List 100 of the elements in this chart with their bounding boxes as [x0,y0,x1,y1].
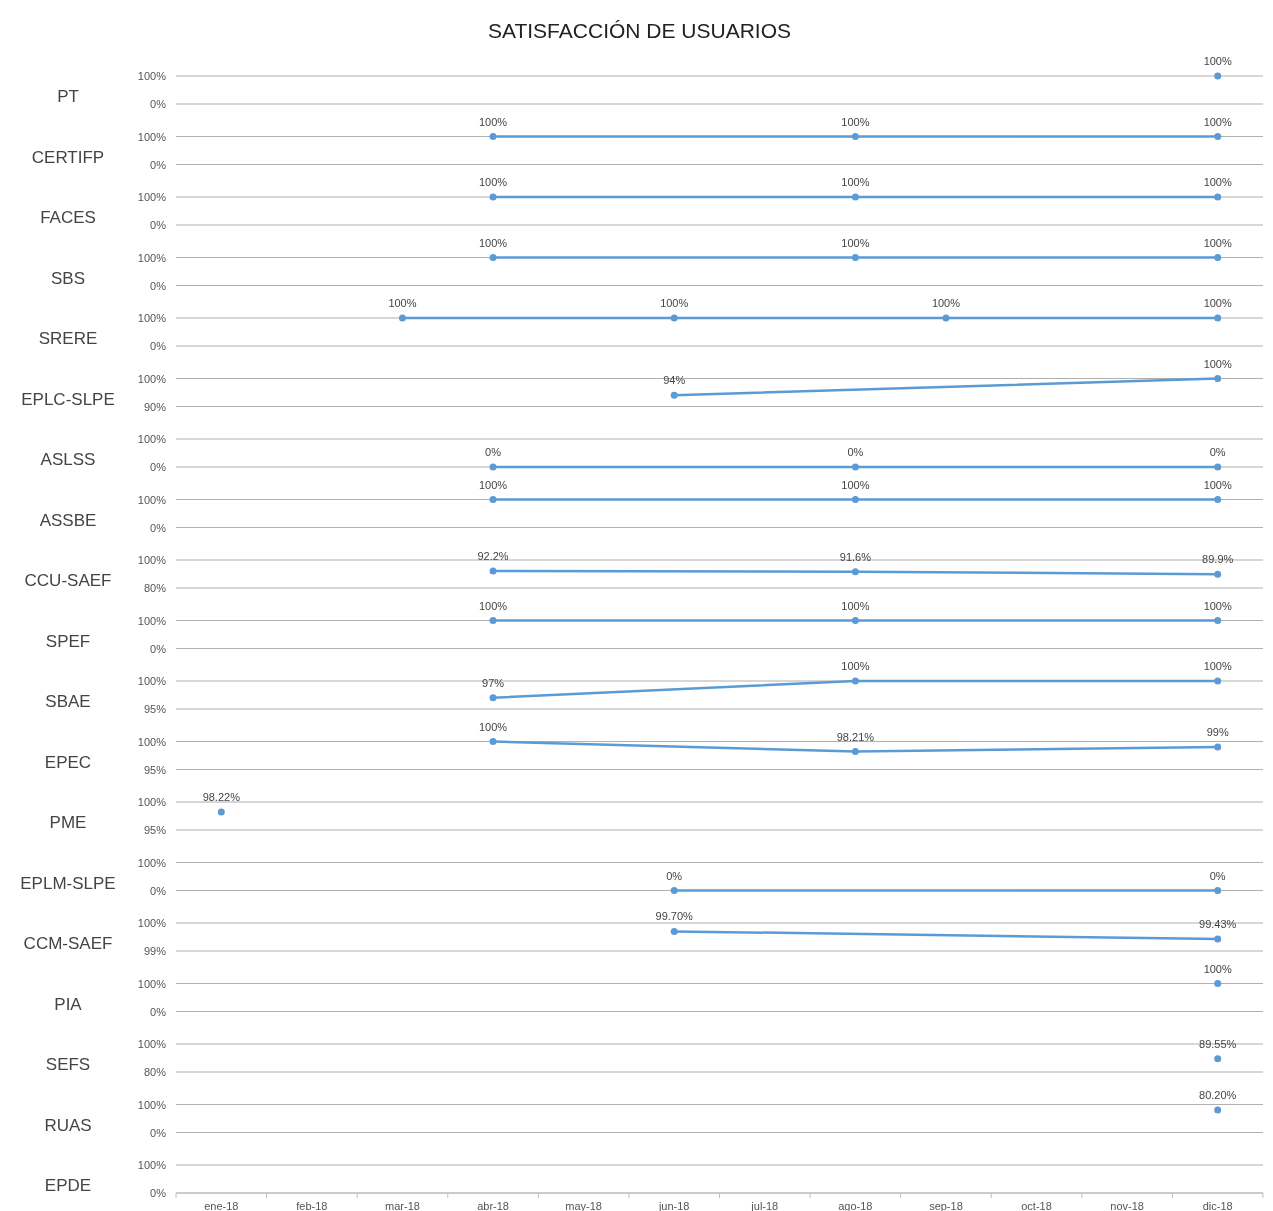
y-tick-label: 0% [150,461,167,473]
y-tick-label: 0% [150,1187,167,1199]
data-label: 100% [931,297,961,309]
y-axis-title: RUAS [44,1115,92,1135]
data-label: 0% [666,869,683,882]
y-tick-label: 0% [150,1126,167,1139]
y-tick-label: 100% [137,977,167,990]
data-label: 92.2% [477,549,509,562]
x-tick-label: dic-18 [1202,1200,1233,1211]
data-label: 100% [1203,297,1232,309]
data-label: 100% [660,297,689,309]
y-tick-label: 100% [137,312,167,324]
y-tick-label: 100% [137,251,167,264]
y-tick-label: 0% [150,884,167,897]
y-tick-label: 0% [150,158,167,171]
y-axis-title: SRERE [38,329,98,348]
data-label: 100% [1203,478,1232,491]
y-tick-label: 100% [137,1159,167,1171]
y-axis-title: ASLSS [40,450,96,469]
data-label: 91.6% [839,550,872,563]
y-axis-title: SEFS [45,1055,91,1074]
y-axis-title: CCM-SAEF [23,934,113,953]
data-label: 99% [1206,726,1229,739]
y-tick-label: 100% [137,493,167,506]
y-tick-label: 100% [137,917,167,929]
data-label: 100% [1203,660,1232,672]
y-tick-label: 0% [150,642,167,655]
data-label: 100% [1203,176,1232,188]
y-axis-title: CERTIFP [31,147,105,167]
y-tick-label: 0% [150,1005,167,1018]
y-axis-title: EPLM-SLPE [20,873,116,893]
data-label: 100% [841,236,870,249]
data-label: 100% [388,297,417,309]
y-tick-label: 100% [137,130,167,143]
point [851,748,859,756]
data-label: 100% [1203,357,1232,370]
y-tick-label: 100% [137,433,167,445]
y-tick-label: 99% [143,945,167,957]
y-tick-label: 100% [137,735,167,748]
y-tick-label: 0% [150,279,167,292]
y-tick-label: 100% [137,796,167,808]
y-axis-title: ASSBE [39,510,97,530]
data-label: 100% [478,236,508,249]
y-tick-label: 100% [137,372,167,385]
data-label: 97% [482,676,505,689]
data-label: 100% [841,660,870,672]
y-axis-title: PIA [54,994,83,1014]
y-tick-label: 95% [143,824,167,836]
data-label: 100% [841,599,870,612]
x-tick-label: ene-18 [204,1200,239,1211]
data-label: 94% [663,374,686,387]
y-tick-label: 100% [137,856,167,869]
y-axis-title: EPEC [44,752,92,772]
y-axis-title: FACES [40,208,96,227]
data-label: 100% [478,115,508,128]
chart-title: SATISFACCIÓN DE USUARIOS [488,19,791,42]
y-tick-label: 95% [143,763,167,776]
y-tick-label: 80% [143,582,167,594]
y-axis-title: CCU-SAEF [24,571,112,590]
data-label: 100% [841,115,870,128]
data-label: 0% [847,446,864,458]
y-tick-label: 100% [137,614,167,627]
data-label: 100% [841,478,870,491]
x-tick-label: mar-18 [385,1200,420,1211]
y-axis-title: SBAE [45,692,91,711]
y-tick-label: 100% [137,191,167,203]
data-label: 100% [478,176,508,188]
x-tick-label: abr-18 [477,1200,509,1211]
data-label: 100% [478,478,508,491]
y-axis-title: EPDE [44,1176,92,1195]
data-label: 100% [1203,55,1232,67]
data-label: 80.20% [1199,1089,1237,1102]
x-tick-label: nov-18 [1110,1200,1144,1211]
data-label: 98.22% [202,790,241,803]
data-label: 98.21% [836,730,875,743]
y-tick-label: 80% [143,1066,167,1078]
data-label: 100% [1203,236,1232,249]
point [489,738,497,745]
data-label: 100% [1203,599,1232,612]
y-tick-label: 100% [137,675,167,687]
point [1214,743,1222,751]
y-tick-label: 0% [150,340,167,352]
data-label: 0% [1209,869,1226,882]
data-label: 89.55% [1199,1037,1237,1050]
y-axis-title: SPEF [45,631,91,651]
x-tick-label: oct-18 [1021,1200,1052,1211]
y-tick-label: 0% [150,521,167,534]
data-label: 100% [841,176,870,188]
y-tick-label: 100% [137,554,167,566]
data-label: 100% [1203,115,1232,128]
data-label: 89.9% [1202,553,1234,566]
data-label: 100% [1203,962,1232,975]
y-axis-title: SBS [50,268,86,288]
y-tick-label: 100% [137,70,167,82]
data-label: 100% [478,720,508,733]
y-tick-label: 100% [137,1038,167,1050]
y-tick-label: 95% [143,703,167,715]
x-tick-label: feb-18 [296,1200,328,1211]
y-tick-label: 0% [150,98,167,110]
y-axis-title: PME [49,813,87,832]
